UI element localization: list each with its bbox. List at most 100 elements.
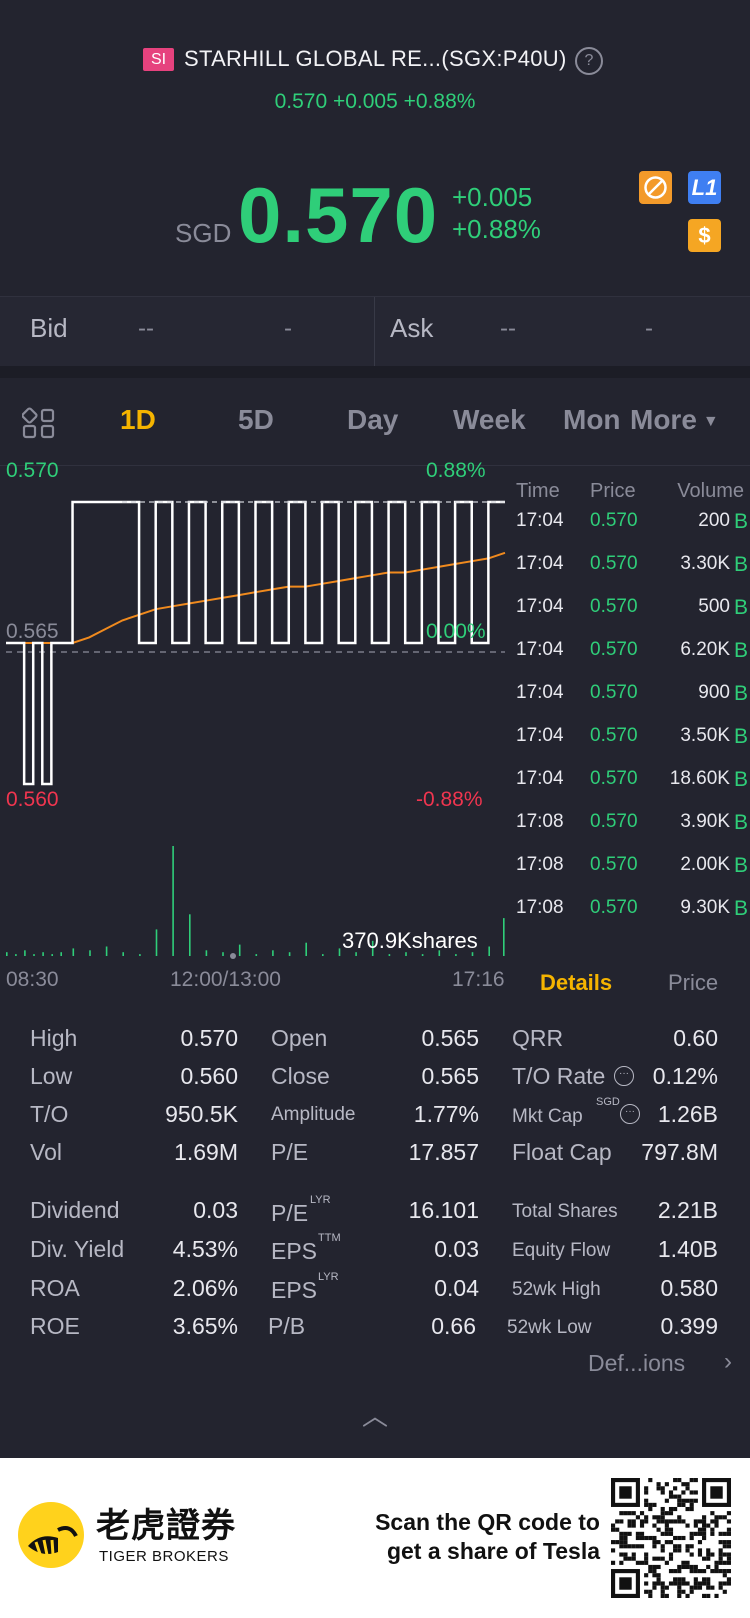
ticks-header-volume: Volume (677, 480, 744, 502)
tick-row: 17:04 0.570 900 B (510, 682, 750, 726)
tick-price: 0.570 (590, 596, 638, 617)
volume-total: 370.9Kshares (342, 928, 478, 953)
tab-more[interactable]: More ▼ (630, 404, 719, 436)
stat-float-cap-label: Float Cap (512, 1139, 612, 1165)
volume-bar (438, 950, 441, 956)
stat-eps-lyr-sup: LYR (318, 1271, 339, 1283)
stat-turnover-label: T/O (30, 1101, 69, 1127)
definitions-link[interactable]: Def...ions (588, 1350, 686, 1376)
scan-cta-line2: get a share of Tesla (386, 1538, 600, 1564)
stat-div-yield-value: 4.53% (172, 1236, 238, 1262)
tick-row: 17:04 0.570 6.20K B (510, 639, 750, 683)
volume-bar (488, 946, 490, 956)
volume-bar (371, 940, 374, 956)
bid-price: -- (138, 315, 154, 342)
stat-close-value: 0.565 (421, 1063, 479, 1089)
volume-bar (421, 954, 424, 956)
tick-volume: 3.30K (680, 553, 730, 574)
tick-volume: 9.30K (680, 897, 730, 918)
tick-time: 17:04 (516, 725, 564, 746)
ask-size: - (645, 315, 653, 342)
volume-bar (288, 952, 291, 956)
caret-down-icon: ▼ (702, 413, 719, 430)
volume-bar (322, 954, 324, 956)
tick-side: B (733, 854, 748, 877)
volume-bar (405, 952, 407, 956)
info-dots-icon[interactable]: ··· (620, 1104, 640, 1124)
quote-header: SI STARHILL GLOBAL RE...(SGX:P40U) ? 0.5… (0, 0, 750, 296)
stat-52wk-low-label: 52wk Low (507, 1317, 592, 1338)
stat-turnover-value: 950.5K (165, 1101, 238, 1127)
intraday-chart[interactable]: 0.570 0.565 0.560 0.88% 0.00% -0.88% 370… (0, 459, 510, 991)
info-dots-icon[interactable]: ··· (614, 1066, 634, 1086)
stat-float-cap-value: 797.8M (641, 1139, 718, 1165)
stat-pe-lyr-label: P/E (271, 1200, 309, 1226)
volume-bar (455, 954, 457, 956)
stat-pe-value: 17.857 (408, 1139, 479, 1165)
qr-code-icon[interactable] (611, 1478, 731, 1598)
tick-row: 17:04 0.570 200 B (510, 510, 750, 554)
volume-bar (89, 950, 91, 956)
grid-icon[interactable] (22, 406, 56, 440)
stock-title[interactable]: STARHILL GLOBAL RE...(SGX:P40U) (184, 46, 567, 71)
level1-icon[interactable]: L1 (688, 171, 721, 204)
tick-row: 17:04 0.570 500 B (510, 596, 750, 640)
stat-roa-label: ROA (30, 1275, 80, 1301)
trade-ticks-table[interactable]: Time Price Volume 17:04 0.570 200 B 17:04 0.5… (510, 466, 750, 966)
tick-side: B (733, 553, 748, 576)
tick-price: 0.570 (590, 768, 638, 789)
tab-day[interactable]: Day (347, 404, 399, 435)
pct-axis-mid: 0.00% (426, 620, 486, 643)
tiger-logo-icon (18, 1502, 84, 1568)
tick-side: B (733, 596, 748, 619)
stat-qrr-value: 0.60 (673, 1025, 718, 1051)
stat-pe-lyr-sup: LYR (310, 1194, 331, 1206)
stat-dividend-value: 0.03 (193, 1197, 238, 1223)
stat-total-shares-value: 2.21B (657, 1197, 718, 1223)
volume-bar (272, 950, 274, 956)
stat-amplitude-value: 1.77% (413, 1101, 479, 1127)
tick-volume: 200 (698, 510, 730, 531)
stat-eps-ttm-value: 0.03 (434, 1236, 479, 1262)
tab-1d[interactable]: 1D (120, 404, 156, 435)
ask-label: Ask (390, 313, 434, 343)
tick-side: B (733, 725, 748, 748)
volume-bar (60, 952, 62, 956)
tick-volume: 6.20K (680, 639, 730, 660)
brand-name-cn: 老虎證券 (96, 1507, 236, 1545)
chevron-right-icon[interactable]: › (724, 1348, 732, 1375)
volume-bar (6, 952, 8, 956)
stat-qrr-label: QRR (512, 1025, 564, 1051)
question-circle-icon[interactable]: ? (575, 47, 603, 75)
stat-eps-ttm-label: EPS (271, 1238, 318, 1264)
tick-time: 17:04 (516, 682, 564, 703)
tick-time: 17:08 (516, 811, 564, 832)
tick-time: 17:04 (516, 768, 564, 789)
chevron-up-icon[interactable]: ︿ (361, 1401, 388, 1431)
x-axis-end: 17:16 (452, 968, 505, 991)
volume-bar (355, 952, 357, 956)
tab-month[interactable]: Mon (563, 404, 621, 435)
session-dot (230, 953, 236, 959)
tick-row: 17:04 0.570 18.60K B (510, 768, 750, 812)
stat-turnover-rate-value: 0.12% (652, 1063, 718, 1089)
tab-details[interactable]: Details (540, 970, 613, 995)
stat-high-value: 0.570 (180, 1025, 238, 1051)
volume-bar (471, 952, 474, 956)
tick-row: 17:08 0.570 2.00K B (510, 854, 750, 898)
stat-roe-value: 3.65% (172, 1313, 238, 1339)
stat-volume-value: 1.69M (174, 1139, 238, 1165)
stat-pb-value: 0.66 (431, 1313, 476, 1339)
tab-price[interactable]: Price (668, 970, 719, 995)
dollar-icon[interactable]: $ (688, 219, 721, 252)
stat-pe-label: P/E (271, 1139, 309, 1165)
tab-week[interactable]: Week (453, 404, 526, 435)
tick-volume: 3.90K (680, 811, 730, 832)
tick-side: B (733, 811, 748, 834)
fx-icon[interactable] (639, 171, 672, 204)
volume-bar (172, 846, 174, 956)
tick-row: 17:04 0.570 3.50K B (510, 725, 750, 769)
tab-5d[interactable]: 5D (238, 404, 274, 435)
stat-mkt-cap-currency: SGD (596, 1096, 620, 1108)
price-line (6, 500, 505, 786)
